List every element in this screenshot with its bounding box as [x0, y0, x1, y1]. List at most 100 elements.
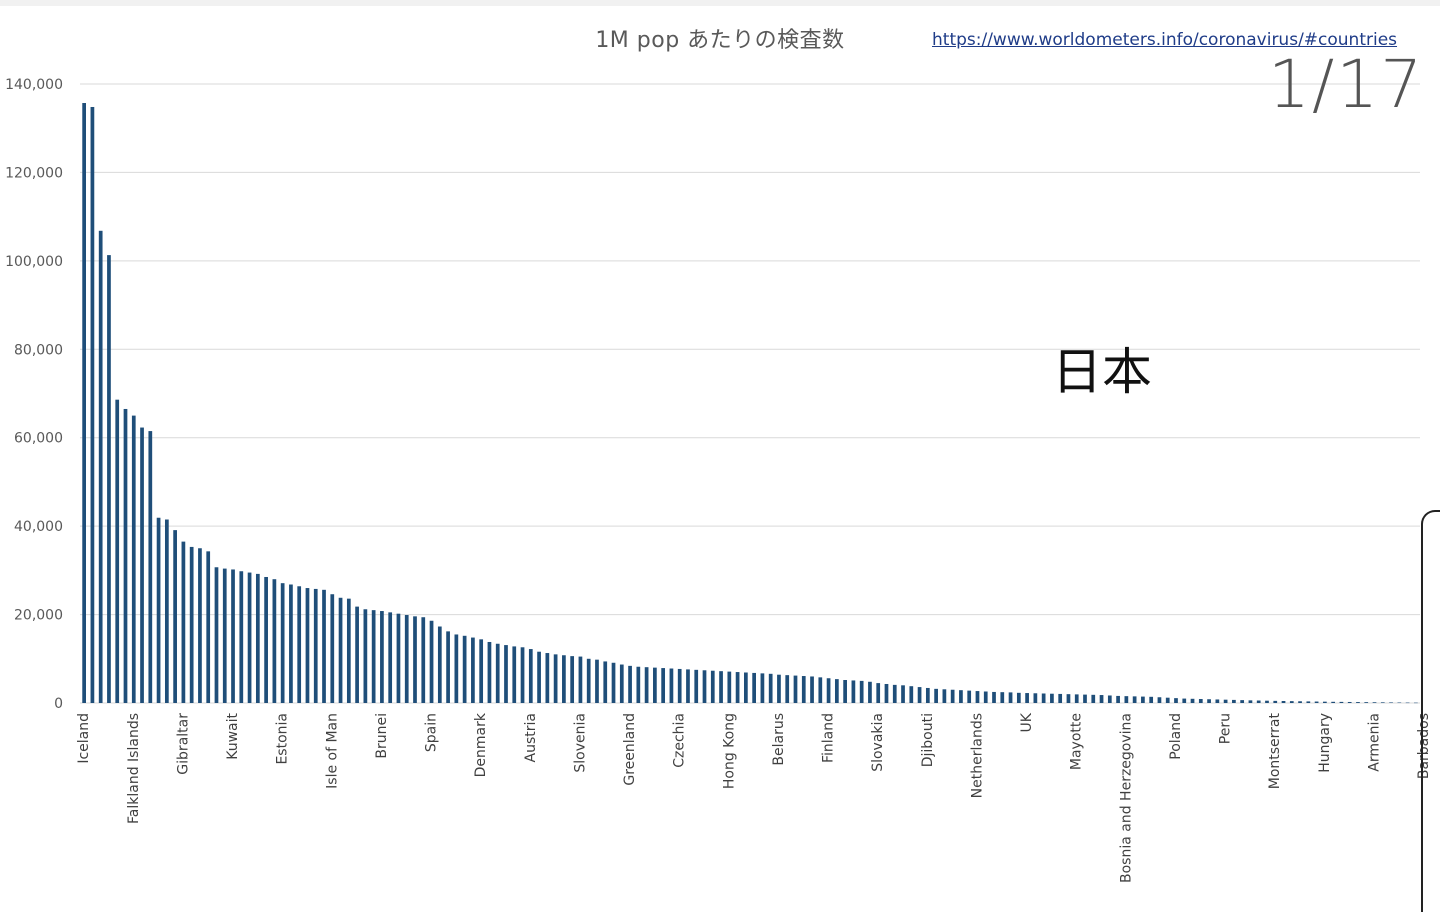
bar — [421, 617, 426, 703]
y-tick-label: 120,000 — [5, 165, 63, 181]
bar — [843, 680, 847, 703]
bar — [322, 589, 326, 703]
bar — [917, 687, 922, 703]
bar-chart: 0 20,000 40,000 60,000 80,000 100,000 120,000 1… — [5, 77, 1432, 883]
bar — [901, 685, 905, 703]
bar — [512, 646, 517, 703]
bar — [884, 683, 889, 703]
y-tick-label: 40,000 — [14, 519, 63, 535]
y-tick-label: 80,000 — [14, 342, 63, 358]
bar — [1016, 692, 1021, 703]
bar — [744, 672, 748, 703]
bar — [1149, 696, 1154, 703]
x-category-label: Mayotte — [1069, 713, 1085, 770]
bar — [1281, 701, 1286, 703]
bar — [446, 631, 450, 703]
bar — [1223, 699, 1228, 703]
bar — [487, 641, 492, 703]
bar — [719, 671, 723, 703]
bar — [231, 569, 235, 703]
bar — [727, 671, 732, 703]
bar — [694, 669, 699, 703]
bar — [115, 399, 120, 703]
bar — [1033, 693, 1038, 703]
bar — [1298, 701, 1302, 703]
bar — [140, 427, 144, 703]
bar — [876, 683, 881, 703]
x-category-label: Greenland — [622, 713, 638, 786]
bar — [1132, 696, 1137, 703]
bar — [222, 568, 227, 703]
x-category-label: Peru — [1218, 713, 1234, 744]
bar — [983, 691, 988, 703]
bar — [661, 668, 666, 703]
bar — [520, 647, 525, 703]
bar — [611, 662, 616, 703]
bar — [173, 530, 177, 703]
bar — [272, 579, 277, 703]
bar — [1240, 700, 1245, 703]
bar — [810, 676, 814, 703]
bar — [289, 584, 293, 703]
bar — [1256, 700, 1261, 703]
bar — [1265, 700, 1269, 703]
bar — [123, 408, 128, 703]
bar — [1116, 695, 1120, 703]
bar — [834, 679, 839, 703]
bar — [214, 567, 219, 703]
x-category-label: Belarus — [771, 713, 787, 766]
bar — [1306, 701, 1311, 703]
bar — [818, 677, 823, 703]
bar — [280, 583, 285, 703]
bar — [653, 667, 657, 703]
bar — [90, 106, 95, 703]
bar — [156, 517, 161, 703]
x-category-label: Brunei — [374, 713, 390, 759]
x-category-label: Barbados — [1416, 713, 1432, 779]
x-axis-category-labels: Iceland Falkland Islands Gibraltar Kuwait Es… — [76, 712, 1432, 883]
bar — [686, 669, 690, 703]
bar — [859, 680, 864, 703]
bar — [669, 668, 674, 703]
x-category-label: Estonia — [275, 713, 291, 765]
bar — [892, 684, 897, 703]
bar — [255, 573, 260, 703]
bar — [801, 676, 806, 703]
bar — [545, 653, 550, 703]
bar — [1405, 702, 1410, 704]
bar — [396, 613, 401, 703]
bar — [967, 690, 972, 703]
x-category-label: Gibraltar — [175, 713, 191, 775]
bar — [1380, 702, 1385, 703]
bar — [413, 616, 417, 703]
bar — [1331, 701, 1336, 703]
japan-annotation-label: 日本 — [1052, 343, 1152, 401]
bar — [934, 688, 938, 703]
bar — [636, 666, 641, 703]
x-category-label: Djibouti — [920, 713, 936, 767]
x-category-label: Austria — [523, 713, 539, 762]
bar — [239, 571, 244, 703]
bar — [702, 670, 707, 703]
bar — [429, 620, 434, 703]
bar — [1058, 693, 1063, 703]
bar — [1198, 699, 1203, 703]
x-category-label: Hungary — [1317, 713, 1333, 773]
bar — [1008, 692, 1013, 703]
bar — [735, 672, 740, 703]
bar — [107, 255, 111, 703]
bar — [1157, 697, 1162, 703]
bar — [752, 672, 756, 703]
bar — [1372, 702, 1377, 703]
bar — [1347, 701, 1352, 703]
top-band — [0, 0, 1440, 6]
bar — [950, 689, 955, 703]
bar — [330, 594, 335, 703]
bar — [198, 548, 202, 703]
bar — [1141, 696, 1145, 703]
bar — [355, 606, 359, 703]
bar — [1124, 696, 1129, 703]
bar — [131, 415, 136, 703]
source-link[interactable]: https://www.worldometers.info/coronaviru… — [932, 30, 1398, 50]
bar — [586, 658, 591, 703]
